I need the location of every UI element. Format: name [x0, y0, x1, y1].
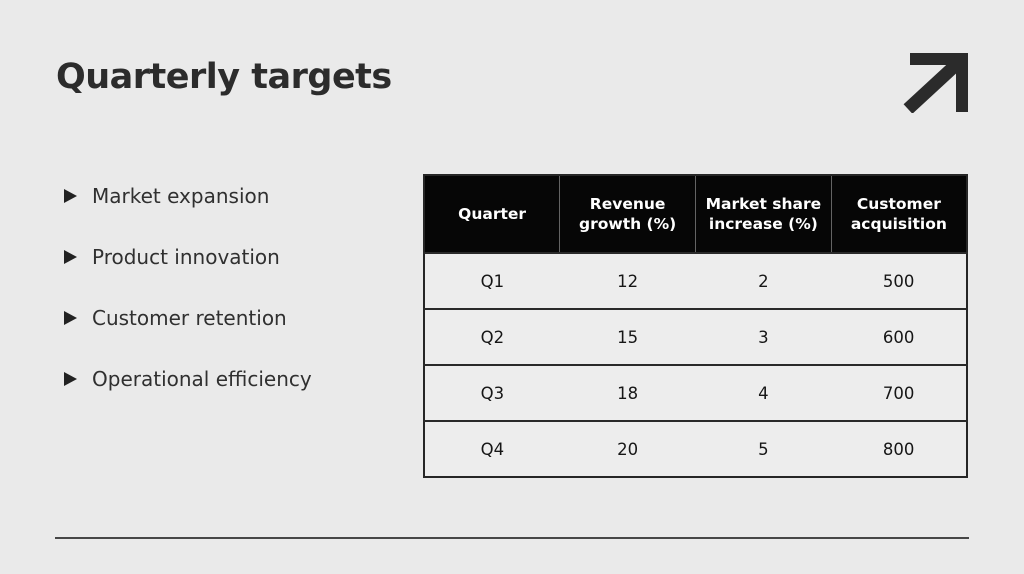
triangle-bullet-icon	[64, 372, 77, 386]
bullet-label: Customer retention	[92, 306, 287, 330]
table-row: Q1 12 2 500	[424, 252, 967, 309]
bullet-list: Market expansion Product innovation Cust…	[64, 183, 312, 427]
page-title: Quarterly targets	[56, 57, 392, 97]
triangle-bullet-icon	[64, 250, 77, 264]
cell-customer-acquisition: 800	[831, 420, 967, 477]
cell-customer-acquisition: 500	[831, 252, 967, 309]
cell-revenue-growth: 15	[559, 308, 696, 365]
cell-market-share: 4	[695, 364, 832, 421]
table-row: Q4 20 5 800	[424, 420, 967, 477]
cell-quarter: Q1	[424, 252, 560, 309]
cell-quarter: Q2	[424, 308, 560, 365]
bullet-label: Market expansion	[92, 184, 270, 208]
footer-divider	[55, 537, 969, 539]
triangle-bullet-icon	[64, 189, 77, 203]
list-item: Customer retention	[64, 305, 312, 331]
cell-customer-acquisition: 600	[831, 308, 967, 365]
table-header-row: Quarter Revenue growth (%) Market share …	[424, 175, 967, 253]
table-row: Q2 15 3 600	[424, 308, 967, 365]
column-header-quarter: Quarter	[424, 175, 560, 253]
bullet-label: Product innovation	[92, 245, 280, 269]
table-body: Q1 12 2 500 Q2 15 3 600 Q3 18 4 700 Q4 2…	[424, 252, 967, 477]
cell-market-share: 2	[695, 252, 832, 309]
bullet-label: Operational efficiency	[92, 367, 312, 391]
list-item: Market expansion	[64, 183, 312, 209]
cell-market-share: 3	[695, 308, 832, 365]
quarterly-targets-table: Quarter Revenue growth (%) Market share …	[423, 174, 968, 478]
cell-quarter: Q3	[424, 364, 560, 421]
column-header-revenue-growth: Revenue growth (%)	[559, 175, 696, 253]
cell-quarter: Q4	[424, 420, 560, 477]
cell-revenue-growth: 12	[559, 252, 696, 309]
cell-customer-acquisition: 700	[831, 364, 967, 421]
column-header-market-share: Market share increase (%)	[695, 175, 832, 253]
triangle-bullet-icon	[64, 311, 77, 325]
cell-revenue-growth: 20	[559, 420, 696, 477]
table-row: Q3 18 4 700	[424, 364, 967, 421]
cell-revenue-growth: 18	[559, 364, 696, 421]
up-right-arrow-icon	[903, 53, 968, 113]
list-item: Product innovation	[64, 244, 312, 270]
table-header: Quarter Revenue growth (%) Market share …	[424, 175, 967, 253]
list-item: Operational efficiency	[64, 366, 312, 392]
cell-market-share: 5	[695, 420, 832, 477]
column-header-customer-acquisition: Customer acquisition	[830, 175, 967, 253]
